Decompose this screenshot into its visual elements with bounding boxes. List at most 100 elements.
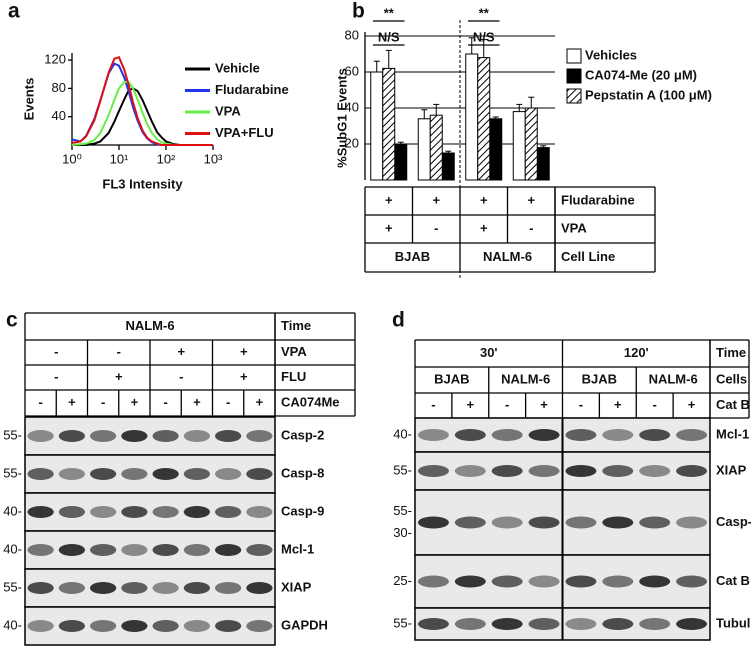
blot-band (90, 468, 117, 480)
mw-marker: 55- (393, 615, 412, 630)
blot-band (491, 516, 523, 529)
blot-band (58, 506, 85, 518)
blot-band (27, 620, 54, 632)
protein-label: Mcl-1 (281, 541, 314, 556)
panel-label: a (8, 0, 20, 23)
blot-band (417, 575, 449, 588)
curve (72, 87, 213, 146)
annotation: ** (479, 5, 490, 20)
y-tick-label: 120 (44, 52, 66, 67)
bar (512, 111, 526, 181)
mw-marker: 30- (393, 525, 412, 540)
blot-band (215, 544, 242, 556)
cell: - (163, 394, 167, 409)
blot-band (565, 516, 597, 529)
blot-band (639, 465, 671, 477)
cell: NALM-6 (501, 371, 550, 386)
blot-band (565, 429, 597, 441)
blot-band (183, 430, 210, 442)
blot-band (27, 430, 54, 442)
row-label: Fludarabine (561, 192, 635, 207)
cell: - (579, 397, 583, 412)
blot-band (246, 582, 273, 594)
legend-label: VPA+FLU (215, 125, 274, 140)
protein-label: Casp-9 (281, 503, 324, 518)
cell: 30' (480, 345, 498, 360)
row-label: FLU (281, 369, 306, 384)
cell: BJAB (395, 249, 430, 264)
y-tick-label: 40 (52, 108, 66, 123)
blot-band (246, 468, 273, 480)
panel-label: b (352, 0, 365, 23)
bar (489, 118, 503, 181)
bar (417, 118, 431, 181)
panel-label: d (392, 309, 405, 332)
cell: + (688, 397, 696, 412)
blot-band (454, 465, 486, 477)
blot-band (27, 544, 54, 556)
x-tick-label: 10⁰ (62, 151, 82, 166)
cell: BJAB (582, 371, 617, 386)
cell: - (117, 344, 121, 359)
x-tick-label: 10¹ (110, 151, 129, 166)
protein-label: Mcl-1 (716, 426, 749, 441)
cell: + (131, 394, 139, 409)
cell: + (385, 192, 393, 207)
blot-band (676, 618, 708, 630)
blot-band (246, 506, 273, 518)
cell: + (467, 397, 475, 412)
mw-marker: 25- (393, 573, 412, 588)
blot-band (676, 465, 708, 477)
mw-marker: 55- (3, 427, 22, 442)
blot-band (58, 468, 85, 480)
mw-marker: 40- (393, 426, 412, 441)
blot-band (417, 465, 449, 477)
x-axis-label: FL3 Intensity (102, 176, 183, 191)
bar (524, 107, 538, 181)
blot-band (215, 582, 242, 594)
protein-label: XIAP (281, 579, 312, 594)
blot-band (152, 582, 179, 594)
mw-marker: 40- (3, 503, 22, 518)
annotation: N/S (473, 29, 495, 44)
blot-band (152, 430, 179, 442)
blot-band (121, 582, 148, 594)
blot-band (215, 430, 242, 442)
cell: NALM-6 (483, 249, 532, 264)
blot-band (639, 575, 671, 588)
blot-band (676, 429, 708, 441)
blot-band (417, 618, 449, 630)
cell: - (54, 369, 58, 384)
row-label: Cells (716, 371, 747, 386)
blot-band (246, 430, 273, 442)
cell: NALM-6 (125, 318, 174, 333)
blot-band (417, 516, 449, 529)
y-tick-label: 20 (345, 135, 359, 150)
blot-band (58, 544, 85, 556)
protein-label: Casp-2 (716, 514, 751, 529)
legend-swatch (566, 88, 582, 104)
bar (429, 114, 443, 181)
legend-label: Fludarabine (215, 82, 289, 97)
blot-band (183, 468, 210, 480)
cell: 120' (624, 345, 649, 360)
blot-band (454, 516, 486, 529)
blot-band (491, 575, 523, 588)
row-label: CA074Me (281, 394, 340, 409)
y-axis-label: Events (21, 78, 36, 121)
blot-band (27, 506, 54, 518)
cell: + (240, 369, 248, 384)
blot-band (152, 620, 179, 632)
cell: + (115, 369, 123, 384)
row-label: VPA (561, 220, 587, 235)
mw-marker: 55- (393, 503, 412, 518)
cell: - (434, 220, 438, 235)
blot-band (121, 506, 148, 518)
panel-label: c (6, 309, 18, 332)
blot-band (246, 544, 273, 556)
blot-band (565, 575, 597, 588)
blot-band (90, 430, 117, 442)
x-tick-label: 10² (157, 151, 176, 166)
protein-label: Casp-2 (281, 427, 324, 442)
row-label: Time (716, 345, 746, 360)
